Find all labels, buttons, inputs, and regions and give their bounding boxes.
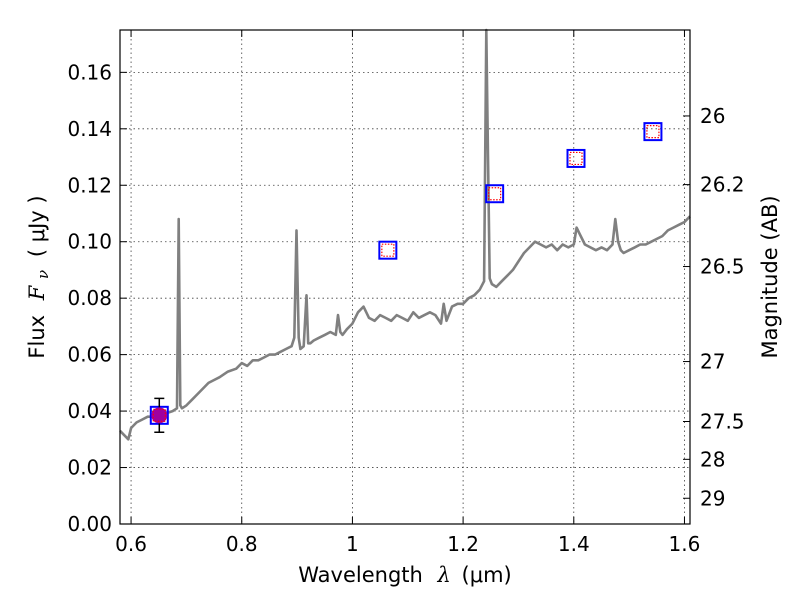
x-tick-label: 1.6: [669, 532, 701, 556]
y-tick-label: 0.14: [67, 117, 112, 141]
model-point-marker: [152, 408, 166, 422]
observed-point-marker: [566, 148, 586, 168]
right-tick-label: 28: [700, 447, 725, 471]
y-tick-label: 0.04: [67, 399, 112, 423]
photometry-layer: [149, 122, 663, 434]
model-point-marker: [646, 125, 660, 139]
observed-point-marker: [643, 122, 663, 142]
x-tick-label: 1.4: [558, 532, 590, 556]
grid-lines: [120, 30, 690, 525]
y-tick-label: 0.08: [67, 286, 112, 310]
observed-point-marker: [378, 240, 398, 260]
x-tick-label: 0.6: [115, 532, 147, 556]
x-tick-label: 1.2: [447, 532, 479, 556]
axis-ticks: 0.6 0.8 1 1.2 1.4 1.6 0.00 0.02 0.04 0.06 0.08 0.10…: [67, 30, 745, 556]
right-axis-label: Magnitude (AB): [758, 195, 782, 358]
y-tick-label: 0.06: [67, 343, 112, 367]
right-tick-label: 26.5: [700, 255, 745, 279]
y-tick-label: 0.00: [67, 512, 112, 536]
x-tick-label: 1: [346, 532, 359, 556]
y-tick-label: 0.02: [67, 456, 112, 480]
spectrum-line: [119, 28, 691, 441]
y-tick-label: 0.10: [67, 230, 112, 254]
spectrum-layer: [119, 28, 691, 441]
y-axis-label: Flux F ν ( μJy ): [25, 195, 53, 358]
right-tick-label: 26: [700, 104, 725, 128]
x-axis-label: Wavelength λ (μm): [298, 563, 511, 587]
x-tick-label: 0.8: [226, 532, 258, 556]
y-tick-label: 0.12: [67, 173, 112, 197]
plot-frame: [119, 29, 691, 525]
measured-point-marker: [151, 407, 168, 424]
model-point-marker: [569, 151, 583, 166]
model-point-marker: [381, 243, 395, 257]
right-tick-label: 27: [700, 350, 725, 374]
right-tick-label: 26.2: [700, 173, 745, 197]
right-tick-label: 27.5: [700, 410, 745, 434]
y-tick-label: 0.16: [67, 60, 112, 84]
model-point-marker: [488, 187, 502, 201]
right-tick-label: 29: [700, 486, 725, 510]
observed-point-marker: [485, 184, 505, 204]
